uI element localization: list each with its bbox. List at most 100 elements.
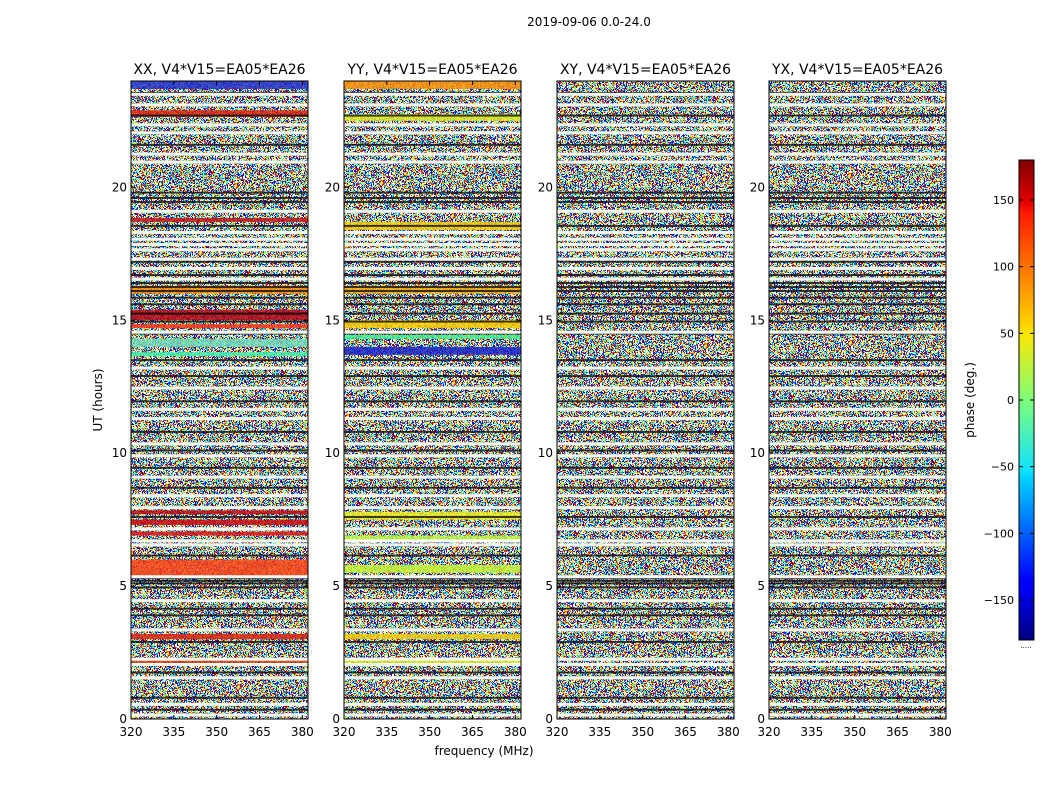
flagged-row [769,442,946,446]
flagged-row [344,713,521,717]
x-tick-label: 335 [162,725,185,739]
dark-row [769,191,946,194]
flagged-row [344,257,521,261]
flagged-row [557,527,734,531]
dark-row [344,260,521,263]
flagged-row [131,713,308,717]
dark-row [344,200,521,203]
dark-row [769,607,946,610]
dark-row [557,696,734,699]
phase-band [131,110,308,117]
flagged-row [131,663,308,667]
dark-row [557,303,734,306]
dark-row [557,274,734,277]
panel-title: YX, V4*V15=EA05*EA26 [771,62,943,78]
phase-band [344,320,521,329]
flagged-row [344,417,521,421]
flagged-row [769,92,946,96]
dark-row [769,224,946,227]
flagged-row [344,160,521,164]
phase-band [131,285,308,294]
dark-row [557,320,734,323]
flagged-row [131,417,308,421]
phase-band [131,309,308,321]
flagged-row [131,266,308,270]
dark-row [344,708,521,711]
flagged-row [131,543,308,547]
dark-row [769,143,946,146]
x-tick-label: 380 [291,725,314,739]
flagged-row [131,475,308,479]
panel-3: XY, V4*V15=EA05*EA26 320 335 350 365 380 0 5 10 1… [538,62,740,739]
x-tick-label: 350 [631,725,654,739]
panel-frame [768,80,947,720]
dark-row [344,312,521,315]
dark-row [769,430,946,433]
phase-band [344,114,521,121]
dark-row [769,708,946,711]
figure-suptitle: 2019-09-06 0.0-24.0 [527,15,651,29]
flagged-row [131,152,308,156]
dark-row [344,579,521,582]
panel-4: YX, V4*V15=EA05*EA26 320 335 350 365 380 0 5 10 1… [750,62,952,739]
dark-row [131,708,308,711]
y-tick-label: 20 [112,180,127,194]
dark-row [344,640,521,643]
flagged-row [344,242,521,246]
flagged-row [344,494,521,498]
dark-row [769,260,946,263]
flagged-row [557,575,734,579]
dark-row [769,640,946,643]
dark-row [557,449,734,452]
flagged-row [344,152,521,156]
x-tick-label: 350 [418,725,441,739]
colorbar-bottom-mark: ..... [1020,642,1031,650]
phase-band [131,510,308,515]
flagged-row [131,231,308,235]
flagged-row [769,475,946,479]
flagged-row [557,248,734,252]
flagged-row [344,277,521,281]
flagged-row [344,543,521,547]
dark-row [557,466,734,469]
phase-band [344,334,521,339]
flagged-row [344,676,521,680]
flagged-row [344,442,521,446]
dark-row [557,312,734,315]
flagged-row [557,277,734,281]
y-tick-label: 0 [119,712,127,726]
flagged-row [557,628,734,632]
dark-row [769,515,946,518]
flagged-row [557,123,734,127]
dark-row [131,196,308,199]
flagged-row [557,506,734,510]
colorbar-tick-label: −50 [991,461,1014,474]
dark-row [344,296,521,299]
dark-row [769,290,946,293]
panel-2: YY, V4*V15=EA05*EA26 320 335 350 365 380 0 5 10 1… [325,62,527,739]
flagged-row [344,386,521,390]
flagged-row [344,663,521,667]
phase-band [131,324,308,329]
flagged-row [131,442,308,446]
flagged-row [344,575,521,579]
flagged-row [131,407,308,411]
dark-row [344,671,521,674]
dark-row [769,196,946,199]
y-tick-label: 20 [325,180,340,194]
dark-row [131,191,308,194]
dark-row [131,554,308,557]
flagged-row [344,366,521,370]
phase-band [344,633,521,640]
dark-row [131,579,308,582]
panel-1: XX, V4*V15=EA05*EA26 320 335 350 365 380 0 5 10 1… [112,62,314,739]
dark-row [344,515,521,518]
x-tick-label: 335 [375,725,398,739]
phase-band [131,338,308,347]
flagged-row [769,160,946,164]
flagged-row [769,454,946,458]
x-tick-label: 380 [717,725,740,739]
dark-row [344,282,521,285]
dark-row [557,375,734,378]
flagged-row [769,257,946,261]
